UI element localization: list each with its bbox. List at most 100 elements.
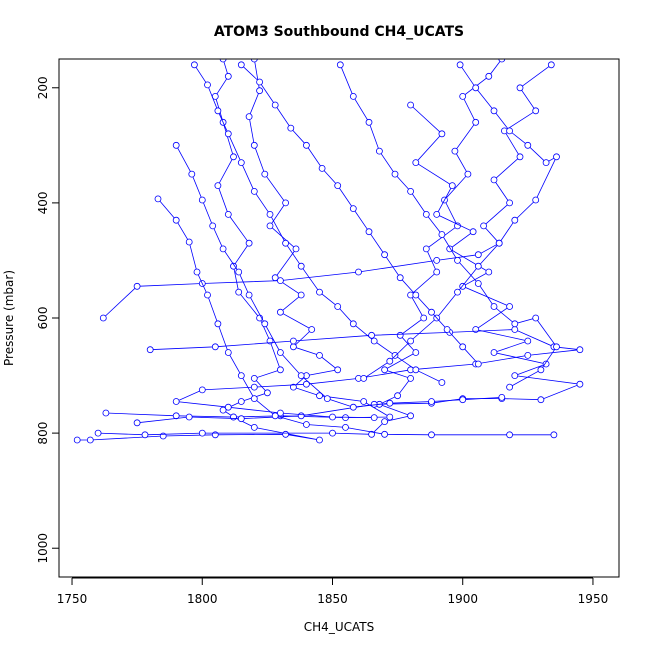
data-point — [490, 303, 498, 310]
data-point — [407, 374, 415, 382]
data-point — [276, 349, 284, 356]
data-point — [245, 239, 253, 247]
data-point — [289, 337, 297, 345]
data-point — [474, 251, 482, 259]
data-point — [433, 268, 441, 276]
data-point — [266, 210, 274, 218]
series-line-12 — [241, 64, 479, 365]
data-point — [506, 431, 514, 439]
data-point — [438, 130, 446, 138]
data-point — [511, 216, 519, 224]
series-line-11 — [363, 64, 558, 379]
data-point — [537, 396, 545, 404]
data-point — [230, 262, 237, 270]
data-point — [224, 72, 232, 80]
data-point — [302, 380, 310, 388]
data-point — [433, 256, 441, 264]
data-point — [553, 343, 560, 351]
data-point — [342, 423, 349, 431]
data-point — [396, 331, 404, 339]
data-point — [282, 430, 290, 438]
data-point — [472, 84, 480, 92]
data-point — [190, 61, 198, 69]
data-point — [214, 320, 222, 328]
data-point — [365, 228, 373, 236]
plot-area — [73, 59, 584, 444]
data-point — [308, 326, 316, 333]
data-point — [428, 431, 435, 439]
data-point — [412, 159, 420, 167]
x-tick-label: 1750 — [57, 592, 88, 606]
x-tick-label: 1900 — [447, 592, 478, 606]
data-point — [412, 366, 420, 374]
data-point — [250, 383, 258, 391]
data-point — [133, 419, 141, 427]
data-point — [316, 288, 323, 296]
data-point — [214, 182, 222, 190]
data-point — [237, 159, 245, 167]
data-point — [282, 199, 290, 207]
series-line-9 — [194, 64, 443, 383]
data-point — [297, 262, 305, 270]
data-point — [219, 406, 227, 414]
data-point — [271, 412, 279, 420]
data-point — [154, 195, 162, 203]
x-tick-label: 1800 — [187, 592, 218, 606]
data-point — [412, 349, 420, 356]
data-point — [349, 93, 357, 100]
data-point — [237, 372, 245, 380]
data-point — [172, 141, 180, 149]
data-point — [209, 222, 217, 230]
data-point — [396, 274, 404, 282]
data-point — [297, 372, 305, 380]
data-point — [224, 130, 232, 138]
y-tick-label: 800 — [36, 422, 50, 445]
data-point — [532, 314, 540, 322]
data-point — [368, 430, 376, 438]
data-point — [511, 320, 519, 328]
data-point — [506, 199, 514, 207]
data-point — [506, 127, 514, 135]
y-axis-label: Pressure (mbar) — [2, 270, 16, 366]
data-point — [474, 360, 482, 368]
series-line-8 — [175, 145, 502, 408]
x-tick-label: 1850 — [317, 592, 348, 606]
data-point — [428, 308, 435, 316]
data-point — [263, 389, 271, 397]
data-point — [224, 210, 232, 218]
data-point — [204, 81, 211, 89]
data-point — [472, 118, 480, 126]
data-point — [391, 170, 399, 178]
data-point — [230, 413, 237, 421]
data-point — [422, 245, 430, 253]
data-point — [349, 320, 357, 328]
data-point — [355, 268, 362, 276]
data-point — [250, 395, 258, 403]
data-point — [334, 303, 342, 310]
data-point — [99, 314, 107, 322]
data-point — [230, 153, 237, 161]
data-point — [370, 337, 378, 345]
data-point — [224, 349, 232, 356]
data-point — [256, 78, 264, 86]
data-point — [198, 196, 206, 204]
data-point — [86, 436, 94, 444]
data-point — [490, 176, 498, 184]
data-point — [381, 430, 389, 438]
data-point — [485, 72, 493, 80]
data-point — [198, 386, 206, 394]
data-point — [498, 59, 506, 63]
data-point — [235, 268, 243, 276]
data-point — [407, 101, 415, 109]
data-point — [146, 346, 154, 354]
data-point — [250, 374, 258, 382]
data-point — [438, 231, 446, 238]
data-point — [316, 436, 323, 444]
data-point — [141, 431, 149, 439]
data-point — [407, 187, 415, 195]
data-point — [94, 429, 102, 437]
data-point — [532, 107, 540, 115]
series-line-6 — [150, 329, 580, 418]
data-point — [407, 412, 415, 420]
